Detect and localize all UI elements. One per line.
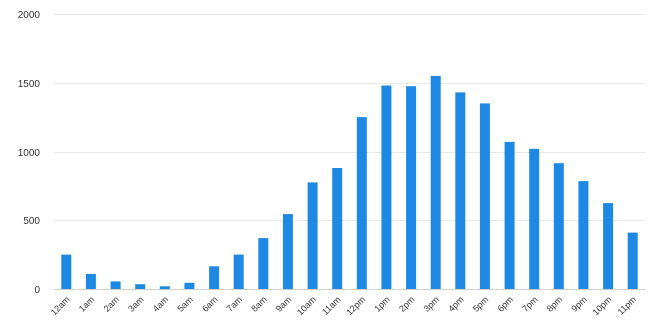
x-tick-label: 5am — [175, 294, 194, 313]
bar-7am — [233, 254, 244, 289]
x-tick-label: 8pm — [545, 294, 564, 313]
y-axis-tick-labels: 0 500 1000 1500 2000 — [18, 10, 41, 296]
bar-10pm — [603, 203, 614, 289]
bar-3am — [135, 284, 146, 289]
bar-2pm — [406, 86, 417, 289]
x-tick-label: 11pm — [616, 294, 639, 317]
y-tick-label: 500 — [23, 216, 40, 227]
bar-4pm — [455, 92, 466, 290]
bar-7pm — [529, 148, 540, 290]
bar-3pm — [430, 75, 441, 290]
x-tick-label: 9am — [274, 294, 293, 313]
x-tick-label: 10am — [295, 294, 318, 317]
bar-8am — [258, 238, 269, 289]
bar-5pm — [479, 103, 490, 290]
y-tick-label: 1500 — [18, 79, 41, 90]
x-tick-label: 7am — [225, 294, 244, 313]
x-tick-label: 3am — [126, 294, 145, 313]
x-tick-label: 8am — [249, 294, 268, 313]
y-tick-label: 1000 — [18, 148, 41, 159]
bar-8pm — [553, 163, 564, 289]
x-tick-label: 4am — [151, 294, 170, 313]
bar-4am — [159, 286, 170, 290]
bar-6pm — [504, 141, 515, 289]
x-tick-label: 5pm — [471, 294, 490, 313]
x-tick-label: 1pm — [372, 294, 391, 313]
x-axis-tick-labels: 12am 1am 2am 3am 4am 5am 6am 7am 8am 9am 10am 11am 1… — [49, 294, 638, 317]
bar-1pm — [381, 85, 392, 289]
bar-9pm — [578, 181, 589, 289]
x-tick-label: 7pm — [520, 294, 539, 313]
bar-2am — [110, 281, 121, 289]
bar-12pm — [356, 117, 367, 289]
bars — [61, 75, 638, 290]
x-tick-label: 3pm — [422, 294, 441, 313]
x-tick-label: 9pm — [569, 294, 588, 313]
bar-10am — [307, 182, 318, 289]
x-tick-label: 6pm — [496, 294, 515, 313]
x-tick-label: 4pm — [446, 294, 465, 313]
y-tick-label: 0 — [34, 285, 40, 296]
x-tick-label: 12pm — [344, 294, 367, 317]
x-tick-label: 10pm — [591, 294, 614, 317]
y-tick-label: 2000 — [18, 10, 41, 21]
x-tick-label: 12am — [49, 294, 72, 317]
x-tick-label: 11am — [320, 294, 343, 317]
x-tick-label: 6am — [200, 294, 219, 313]
bar-11am — [332, 168, 343, 289]
bar-1am — [85, 273, 96, 289]
x-tick-label: 2am — [102, 294, 121, 313]
bar-9am — [282, 214, 293, 289]
bar-5am — [184, 282, 195, 289]
bar-11pm — [627, 232, 638, 289]
gridlines — [54, 14, 645, 290]
bar-6am — [209, 266, 220, 289]
bar-12am — [61, 254, 72, 289]
x-tick-label: 2pm — [397, 294, 416, 313]
x-tick-label: 1am — [77, 294, 96, 313]
